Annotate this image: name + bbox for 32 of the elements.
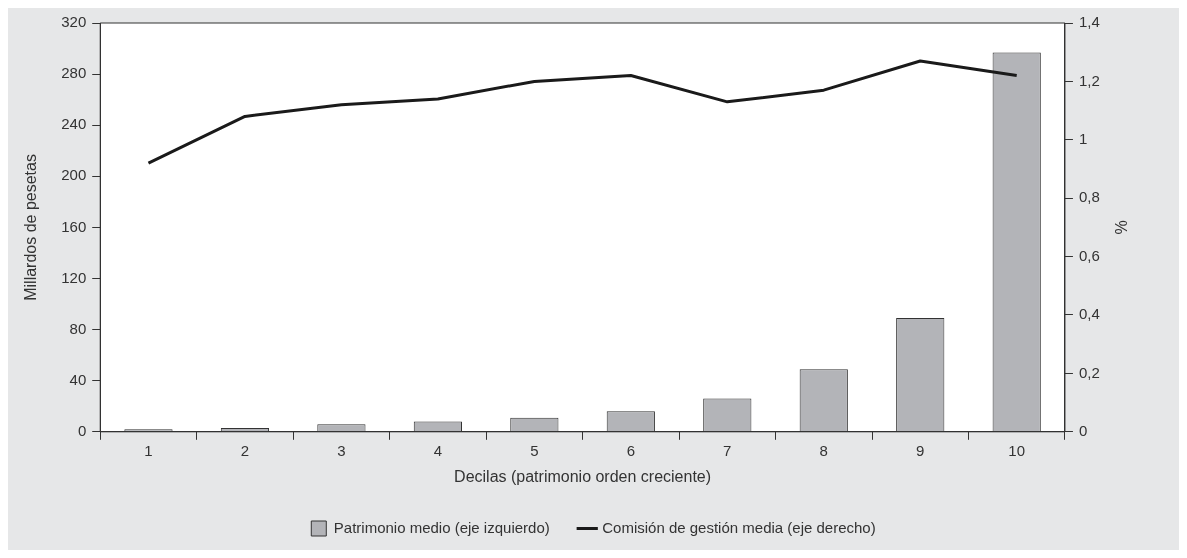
- x-tick-label: 1: [144, 441, 153, 459]
- y2-tick-label: 1: [1078, 129, 1088, 147]
- x-tick-label: 9: [916, 441, 925, 459]
- legend-label: Comisión de gestión media (eje derecho): [602, 518, 876, 536]
- x-tick-label: 8: [819, 441, 828, 459]
- x-tick-label: 7: [723, 441, 732, 459]
- y-axis-title: Millardos de pesetas: [22, 154, 40, 301]
- y2-tick-label: 0,2: [1078, 363, 1100, 381]
- y-tick-label: 320: [61, 13, 87, 31]
- x-tick-label: 10: [1008, 441, 1026, 459]
- x-tick-label: 4: [433, 441, 443, 459]
- y2-tick-label: 1,2: [1078, 71, 1100, 89]
- y2-tick-label: 0,4: [1078, 305, 1100, 323]
- y2-tick-label: 1,4: [1078, 13, 1100, 31]
- legend-label: Patrimonio medio (eje izquierdo): [333, 518, 550, 536]
- x-tick-label: 2: [240, 441, 250, 459]
- y2-tick-label: 0,8: [1078, 188, 1100, 206]
- x-axis-title: Decilas (patrimonio orden creciente): [454, 467, 712, 485]
- y2-axis-title: %: [1111, 220, 1129, 235]
- y-tick-label: 120: [61, 268, 87, 286]
- y-tick-label: 280: [61, 64, 87, 82]
- y-tick-label: 240: [61, 115, 87, 133]
- y-tick-label: 200: [61, 166, 87, 184]
- y-tick-label: 40: [69, 370, 87, 388]
- y-tick-label: 160: [61, 217, 87, 235]
- x-tick-label: 5: [530, 441, 539, 459]
- y2-tick-label: 0,6: [1078, 246, 1100, 264]
- x-tick-label: 6: [626, 441, 635, 459]
- x-tick-label: 3: [337, 441, 346, 459]
- y2-tick-label: 0: [1078, 421, 1088, 439]
- y-tick-label: 80: [69, 319, 87, 337]
- y-tick-label: 0: [77, 421, 87, 439]
